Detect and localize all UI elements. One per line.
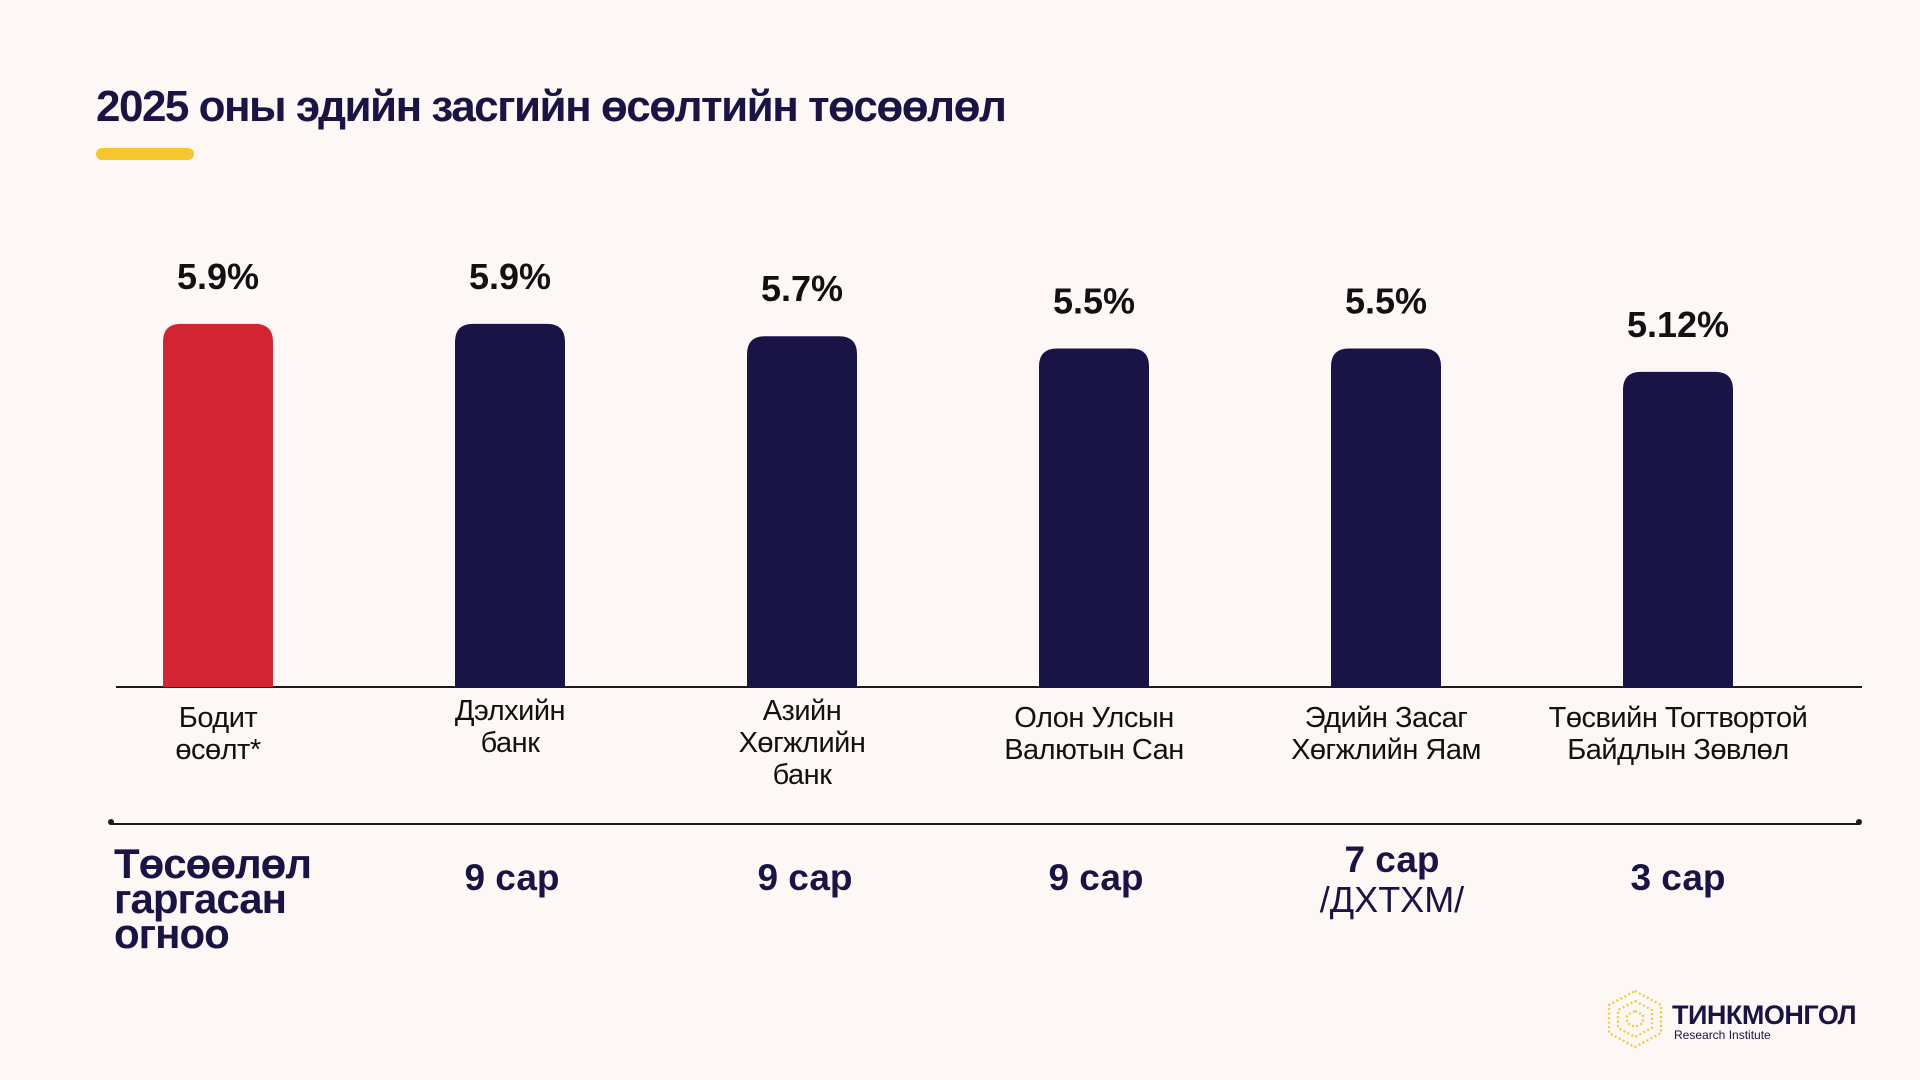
date-source: /ДХТХМ/	[1319, 879, 1465, 920]
category-label: Эдийн Засаг Хөгжлийн Яам	[1241, 702, 1531, 766]
category-label: Азийн Хөгжлийн банк	[657, 695, 947, 791]
category-label-line: Эдийн Засаг	[1304, 702, 1468, 734]
title-underline	[96, 148, 194, 160]
bar	[1039, 348, 1149, 687]
date-heading-line: огноо	[114, 910, 230, 957]
forecast-date-heading: Төсөөлөл гаргасан огноо	[114, 840, 312, 957]
data-label: 5.5%	[1053, 281, 1135, 322]
category-label: Олон Улсын Валютын Сан	[949, 702, 1239, 766]
bar	[1623, 371, 1733, 687]
data-label: 5.5%	[1345, 281, 1427, 322]
date-value: 9 сар	[464, 857, 560, 898]
date-value: 3 сар	[1630, 857, 1726, 898]
page-title: 2025 оны эдийн засгийн өсөлтийн төсөөлөл	[96, 82, 1007, 131]
data-label: 5.7%	[761, 268, 843, 309]
data-label: 5.9%	[177, 256, 259, 297]
category-label-line: Хөгжлийн	[738, 727, 866, 759]
category-label: Төсвийн Тогтвортой Байдлын Зөвлөл	[1533, 702, 1823, 766]
category-label-line: Байдлын Зөвлөл	[1567, 734, 1789, 766]
brand-name: ТИНКМОНГОЛ	[1672, 1000, 1857, 1030]
hexagon-logo-icon	[1607, 989, 1663, 1049]
date-value: 9 сар	[757, 857, 853, 898]
date-value: 9 сар	[1048, 857, 1144, 898]
forecast-date-world-bank: 9 сар	[382, 858, 642, 898]
category-label-line: Хөгжлийн Яам	[1291, 734, 1481, 766]
category-label-line: банк	[772, 759, 832, 791]
date-heading-line: гаргасан	[114, 875, 287, 922]
data-label: 5.9%	[469, 256, 551, 297]
forecast-date-imf: 9 сар	[966, 858, 1226, 898]
category-label-line: Азийн	[762, 695, 842, 727]
category-label: Бодит өсөлт*	[73, 702, 363, 766]
bar	[163, 323, 273, 687]
category-label-line: банк	[480, 727, 540, 759]
bar	[1331, 348, 1441, 687]
bar	[455, 323, 565, 687]
forecast-date-adb: 9 сар	[675, 858, 935, 898]
date-heading-line: Төсөөлөл	[114, 840, 312, 887]
category-label-line: Олон Улсын	[1014, 702, 1174, 734]
forecast-date-ministry: 7 сар /ДХТХМ/	[1262, 840, 1522, 920]
timeline-divider	[110, 823, 1860, 825]
timeline-start-dot	[108, 819, 114, 825]
forecast-date-fiscal-council: 3 сар	[1548, 858, 1808, 898]
category-label-line: Төсвийн Тогтвортой	[1548, 702, 1808, 734]
date-value: 7 сар	[1344, 839, 1440, 880]
timeline-end-dot	[1856, 819, 1862, 825]
bar	[747, 336, 857, 687]
category-label-line: Бодит	[178, 702, 258, 734]
category-label-line: Валютын Сан	[1004, 734, 1184, 766]
data-label: 5.12%	[1627, 304, 1729, 345]
category-label: Дэлхийн банк	[365, 695, 655, 759]
category-label-line: өсөлт*	[175, 734, 261, 766]
brand-subtitle: Research Institute	[1674, 1028, 1771, 1042]
category-label-line: Дэлхийн	[454, 695, 566, 727]
